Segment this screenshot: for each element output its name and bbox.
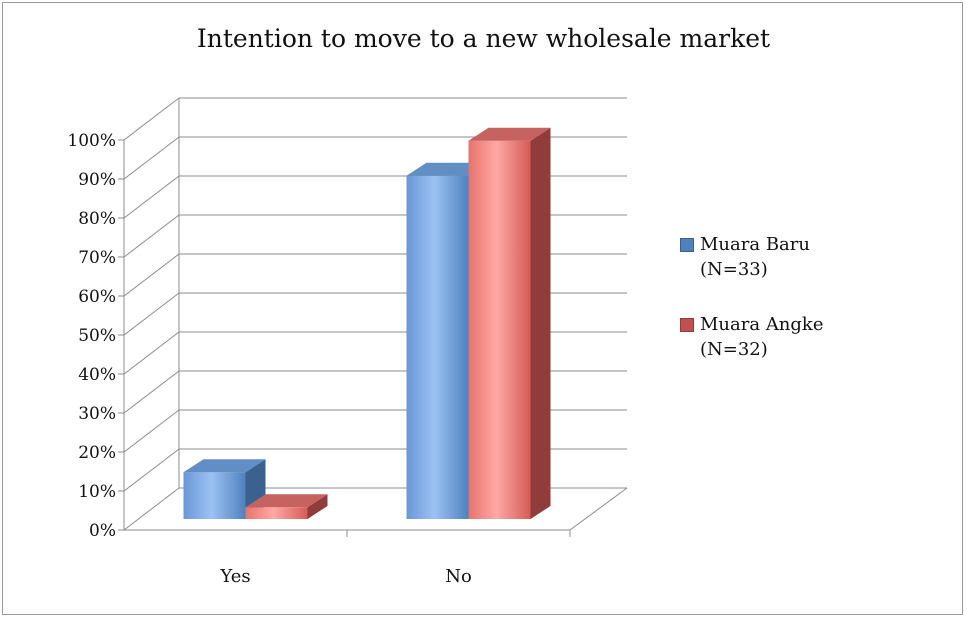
legend-label-series-2: Muara Angke (N=32) <box>700 314 824 360</box>
bar-top-yes-series-2 <box>245 494 328 508</box>
gridline-depth <box>123 253 180 297</box>
gridline-depth <box>123 292 180 336</box>
x-category-label: No <box>445 566 472 587</box>
y-tick-label: 100% <box>67 131 116 151</box>
legend-label-series-1: Muara Baru (N=33) <box>700 234 810 280</box>
y-tick-label: 90% <box>78 170 116 190</box>
y-tick-label: 70% <box>78 248 116 268</box>
bar-side-yes-series-2 <box>307 494 328 519</box>
gridline-depth <box>123 175 180 219</box>
gridline-depth <box>123 448 180 492</box>
legend: Muara Baru (N=33) Muara Angke (N=32) <box>680 232 900 392</box>
chart-title: Intention to move to a new wholesale mar… <box>196 24 771 53</box>
bar-side-no-series-2 <box>530 127 551 519</box>
bar-front-yes-series-2 <box>245 507 308 519</box>
bar-front-no-series-1 <box>406 175 469 520</box>
gridline-depth <box>123 370 180 414</box>
gridline-depth <box>123 97 180 141</box>
legend-swatch-series-1 <box>680 238 694 252</box>
gridline-depth <box>123 409 180 453</box>
y-tick-label: 40% <box>78 365 116 385</box>
bar-front-yes-series-1 <box>183 472 246 519</box>
gridline-depth <box>123 214 180 258</box>
y-tick-label: 0% <box>89 521 116 541</box>
bars <box>183 127 551 520</box>
gridlines <box>118 97 628 537</box>
y-tick-label: 30% <box>78 404 116 424</box>
axis-labels: 0% 10% 20% 30% 40% 50% 60% 70% 80% 90% 100% Yes No <box>67 131 471 587</box>
y-tick-label: 80% <box>78 209 116 229</box>
bar-front-no-series-2 <box>468 140 531 519</box>
gridline-depth <box>123 331 180 375</box>
bar-top-no-series-1 <box>406 162 489 176</box>
bar-top-yes-series-1 <box>183 459 266 473</box>
floor-right-edge <box>569 487 628 531</box>
legend-swatch-series-2 <box>680 318 694 332</box>
legend-item-series-1: Muara Baru (N=33) <box>680 232 900 282</box>
y-tick-label: 60% <box>78 287 116 307</box>
x-category-label: Yes <box>219 566 250 587</box>
y-tick-label: 10% <box>78 482 116 502</box>
y-tick-label: 20% <box>78 443 116 463</box>
gridline-depth <box>123 487 180 531</box>
gridline-depth <box>123 136 180 180</box>
bar-top-no-series-2 <box>468 127 551 141</box>
legend-item-series-2: Muara Angke (N=32) <box>680 312 900 362</box>
y-tick-label: 50% <box>78 326 116 346</box>
